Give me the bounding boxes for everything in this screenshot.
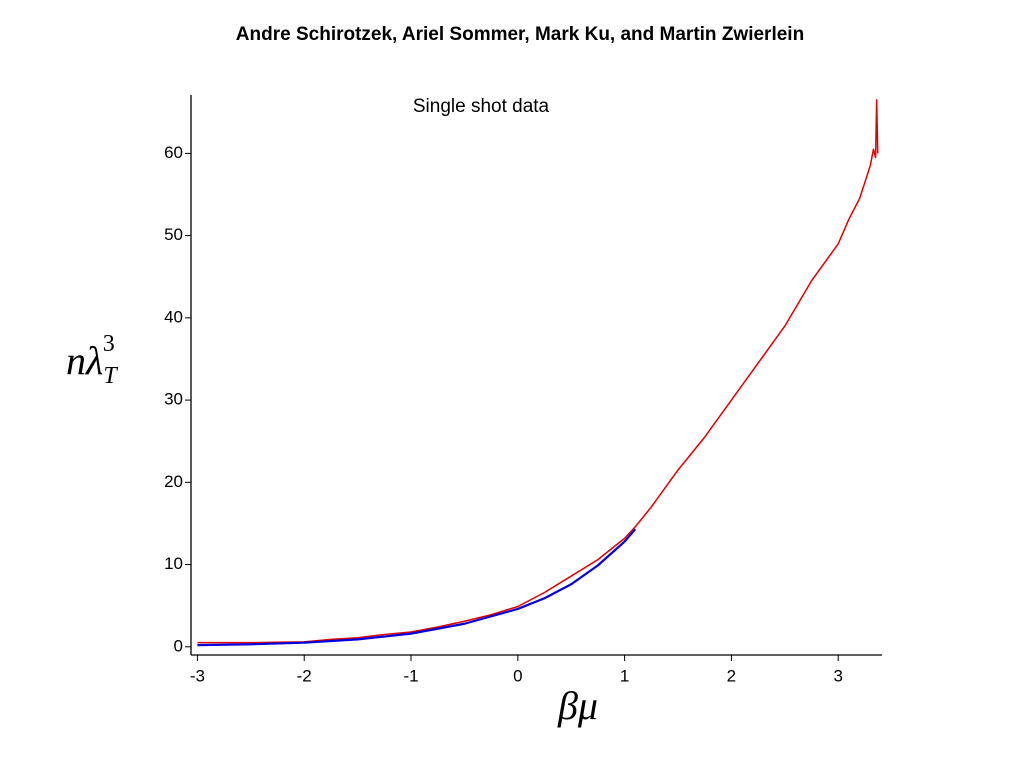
y-label-base: nλ (66, 338, 103, 383)
slide-title: Andre Schirotzek, Ariel Sommer, Mark Ku,… (236, 24, 804, 45)
data-line (197, 99, 879, 644)
x-tick-label: -1 (403, 666, 418, 685)
annotation: Single shot data (413, 96, 550, 117)
y-label-sup: 3 (103, 331, 115, 357)
x-tick-label: 0 (513, 666, 522, 685)
y-label-sub: T (103, 363, 118, 389)
x-axis-label: βμ (557, 683, 598, 728)
y-axis-label: nλT 3 (66, 331, 118, 389)
x-tick-label: -2 (297, 666, 312, 685)
x-tick-label: -3 (190, 666, 205, 685)
x-tick-label: 3 (833, 666, 842, 685)
x-tick-label: 2 (727, 666, 736, 685)
y-tick-label: 40 (164, 307, 183, 326)
y-tick-label: 60 (164, 143, 183, 162)
y-tick-label: 30 (164, 390, 183, 409)
y-tick-label: 50 (164, 225, 183, 244)
y-tick-label: 20 (164, 472, 183, 491)
y-tick-label: 0 (174, 636, 183, 655)
y-tick-label: 10 (164, 554, 183, 573)
x-tick-label: 1 (620, 666, 629, 685)
data-line (197, 528, 637, 647)
